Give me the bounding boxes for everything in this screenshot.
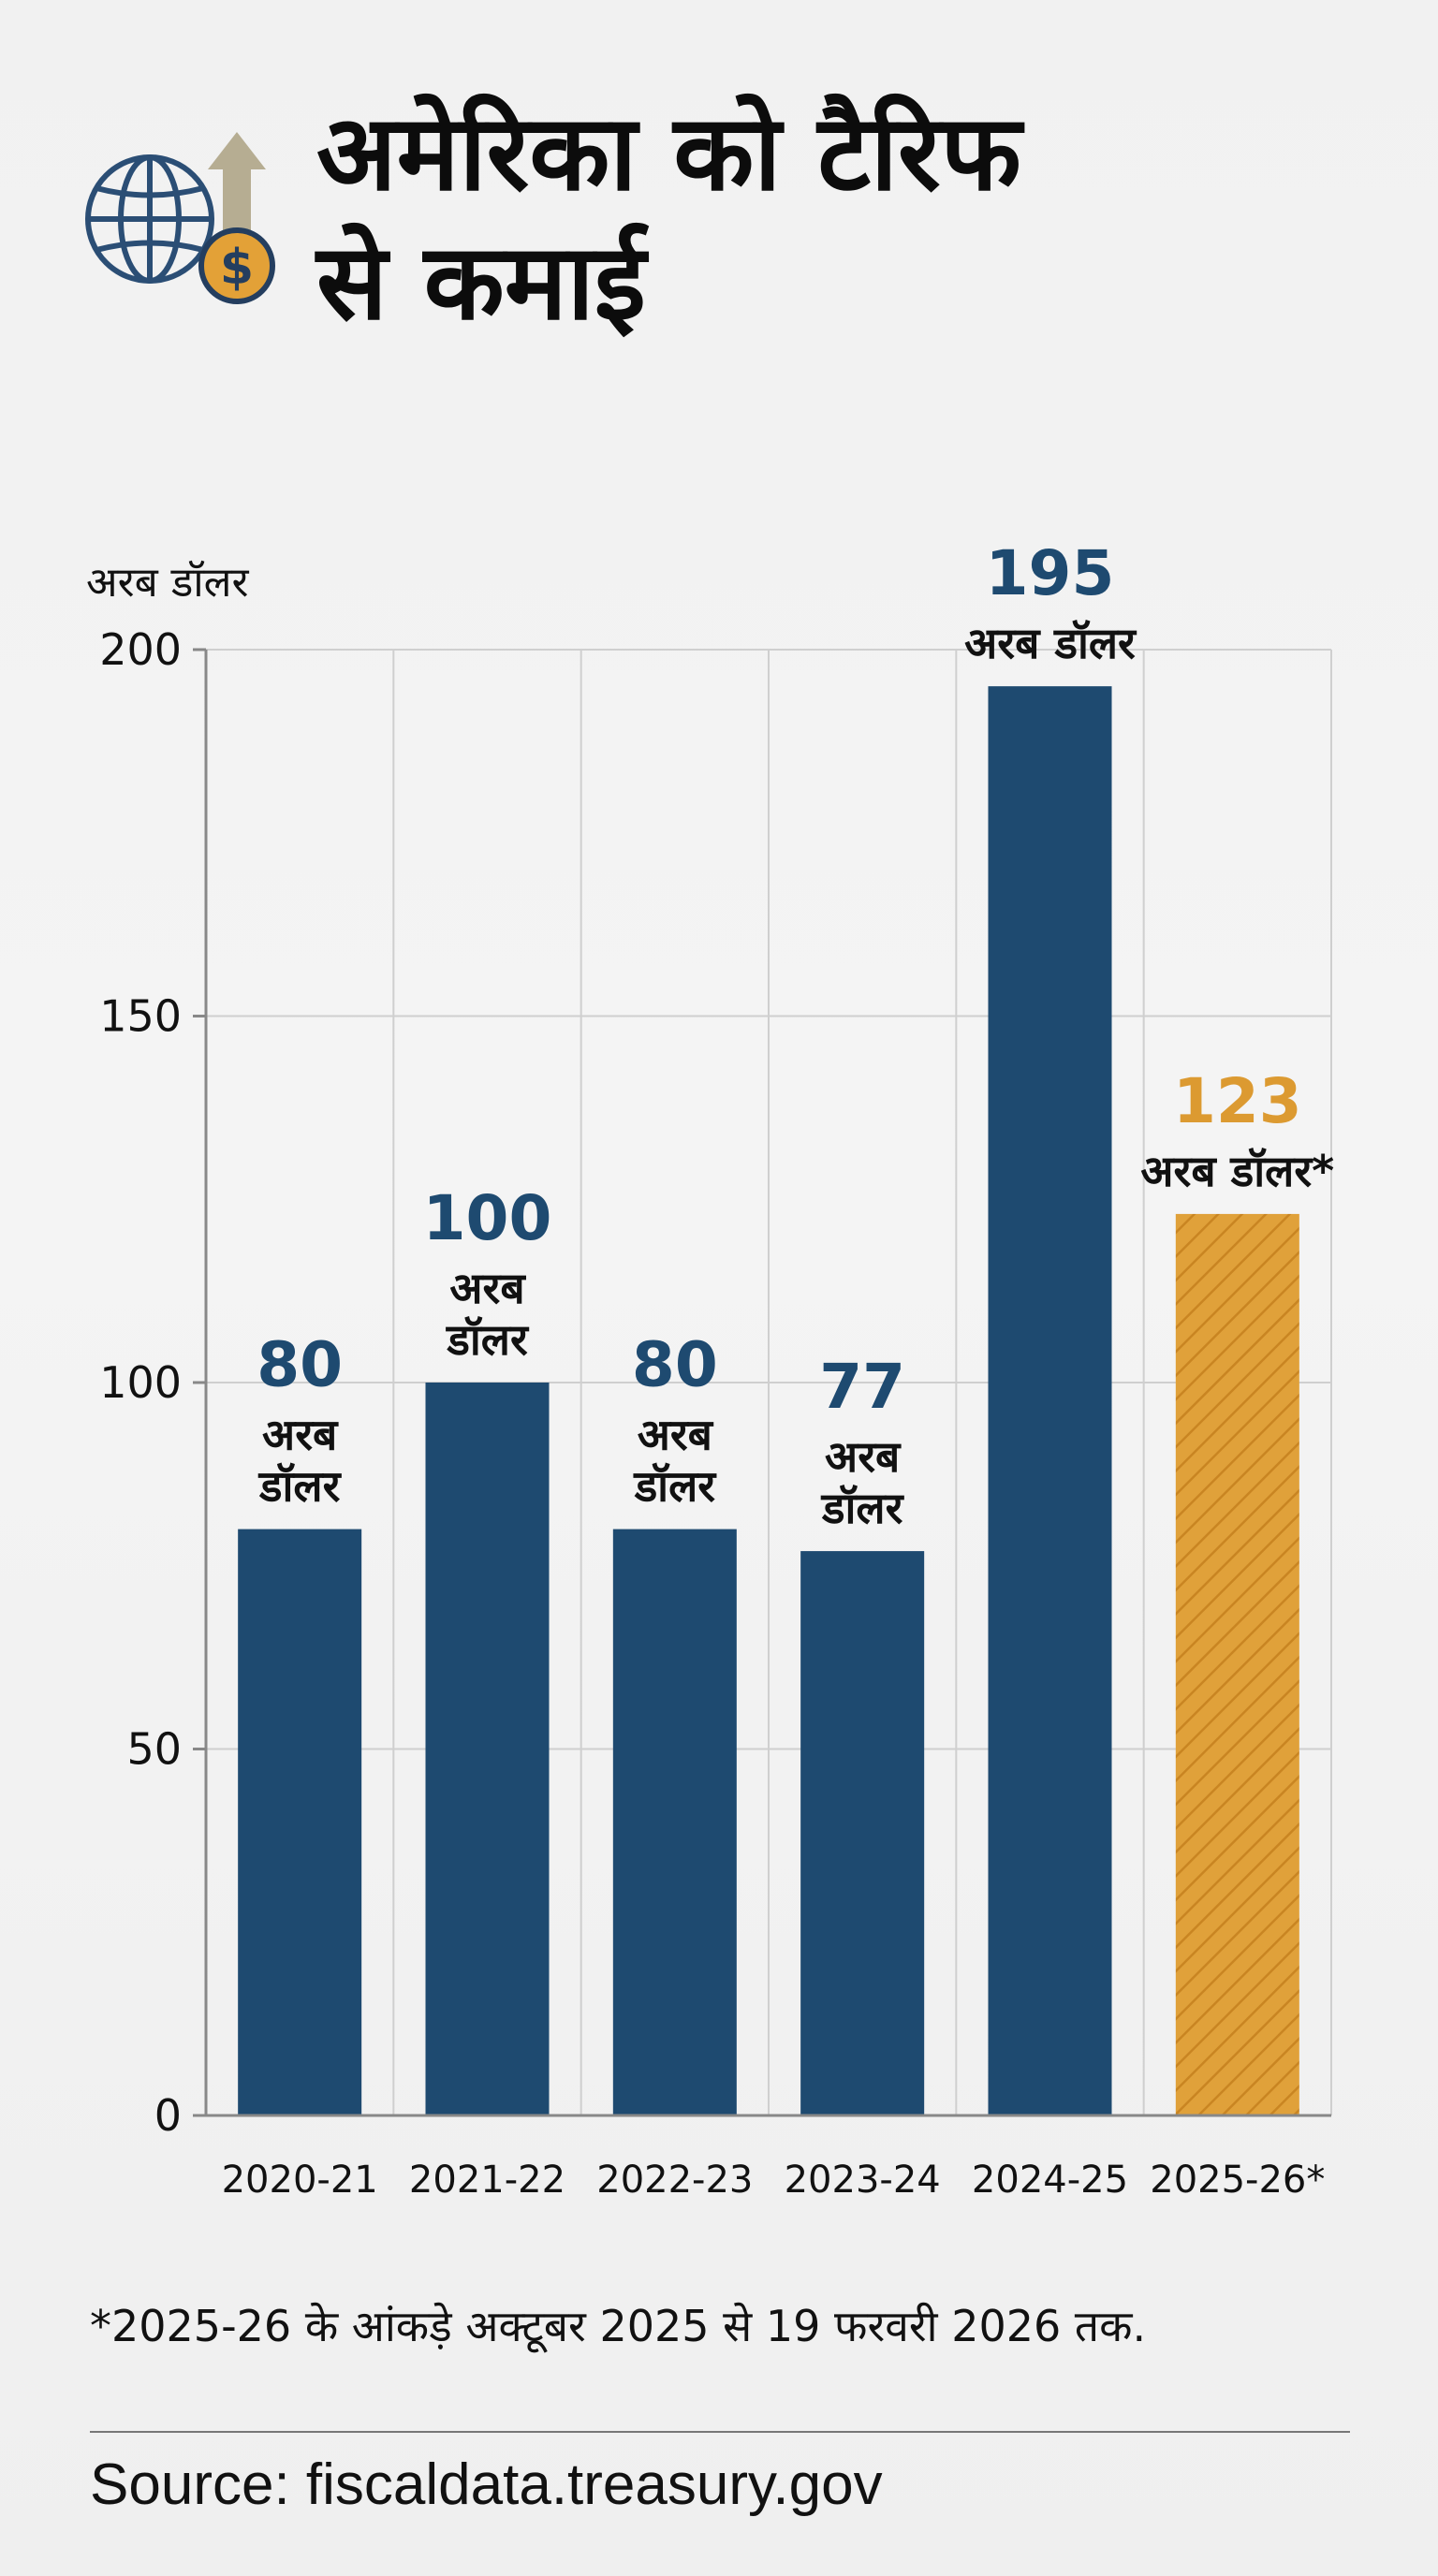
- grid-layer: [205, 649, 1332, 2116]
- data-label-value: 80: [257, 1329, 343, 1401]
- title-line-1: अमेरिका को टैरिफ: [316, 93, 1022, 214]
- bar-2024-25: [988, 686, 1112, 2115]
- axis-layer: 0 50 100 150 200 2020-21 2021-22 2022-23 2023-24…: [99, 624, 1331, 2202]
- data-label-unit: डॉलर: [820, 1483, 905, 1533]
- bar-2025-26*: [1175, 1213, 1299, 2115]
- title-line-2: से कमाई: [316, 222, 646, 344]
- data-label-unit: अरब: [262, 1410, 339, 1460]
- data-label-unit: डॉलर: [445, 1314, 530, 1365]
- data-label-unit: अरब: [825, 1431, 902, 1482]
- x-tick-label: 2023-24: [785, 2159, 941, 2202]
- data-label-unit: डॉलर: [257, 1461, 343, 1512]
- chart-area: 80 अरब डॉलर 100 अरब डॉलर 80 अरब डॉलर 77 अरब डॉलर 195…: [0, 524, 1438, 2228]
- bar-2020-21: [238, 1529, 362, 2115]
- y-tick-label: 200: [99, 624, 182, 675]
- globe-dollar-growth-icon: $: [82, 110, 288, 315]
- y-axis-title: अरब डॉलर: [86, 559, 249, 607]
- data-label-value: 195: [986, 537, 1115, 609]
- data-label-unit: अरब डॉलर*: [1140, 1146, 1334, 1196]
- bar-2022-23: [612, 1529, 737, 2115]
- y-tick-label: 0: [154, 2090, 182, 2141]
- globe-icon: [85, 154, 214, 284]
- y-tick-label: 50: [126, 1724, 182, 1775]
- footnote: *2025-26 के आंकड़े अक्टूबर 2025 से 19 फर…: [90, 2301, 1147, 2351]
- bars-layer: [238, 686, 1299, 2115]
- x-tick-label: 2025-26*: [1150, 2159, 1325, 2202]
- x-tick-label: 2021-22: [409, 2159, 565, 2202]
- svg-text:$: $: [220, 240, 254, 296]
- bar-2021-22: [425, 1383, 550, 2115]
- title-block: $ अमेरिका को टैरिफ से कमाई: [82, 89, 1393, 360]
- data-label-value: 123: [1173, 1065, 1302, 1137]
- y-tick-label: 100: [99, 1357, 182, 1408]
- data-label-value: 100: [423, 1182, 552, 1254]
- data-label-value: 77: [819, 1351, 905, 1423]
- data-label-value: 80: [632, 1329, 718, 1401]
- data-label-unit: अरब: [449, 1263, 526, 1313]
- page-title: अमेरिका को टैरिफ से कमाई: [316, 89, 1021, 347]
- x-tick-label: 2020-21: [222, 2159, 378, 2202]
- data-label-unit: अरब डॉलर: [964, 618, 1137, 668]
- data-label-unit: अरब: [638, 1410, 714, 1460]
- source-text: Source: fiscaldata.treasury.gov: [90, 2452, 883, 2517]
- data-label-unit: डॉलर: [633, 1461, 718, 1512]
- y-tick-label: 150: [99, 991, 182, 1042]
- x-tick-label: 2024-25: [972, 2159, 1128, 2202]
- bar-2023-24: [800, 1551, 925, 2115]
- x-tick-label: 2022-23: [596, 2159, 753, 2202]
- dollar-coin-icon: $: [198, 227, 275, 304]
- divider: [90, 2431, 1350, 2433]
